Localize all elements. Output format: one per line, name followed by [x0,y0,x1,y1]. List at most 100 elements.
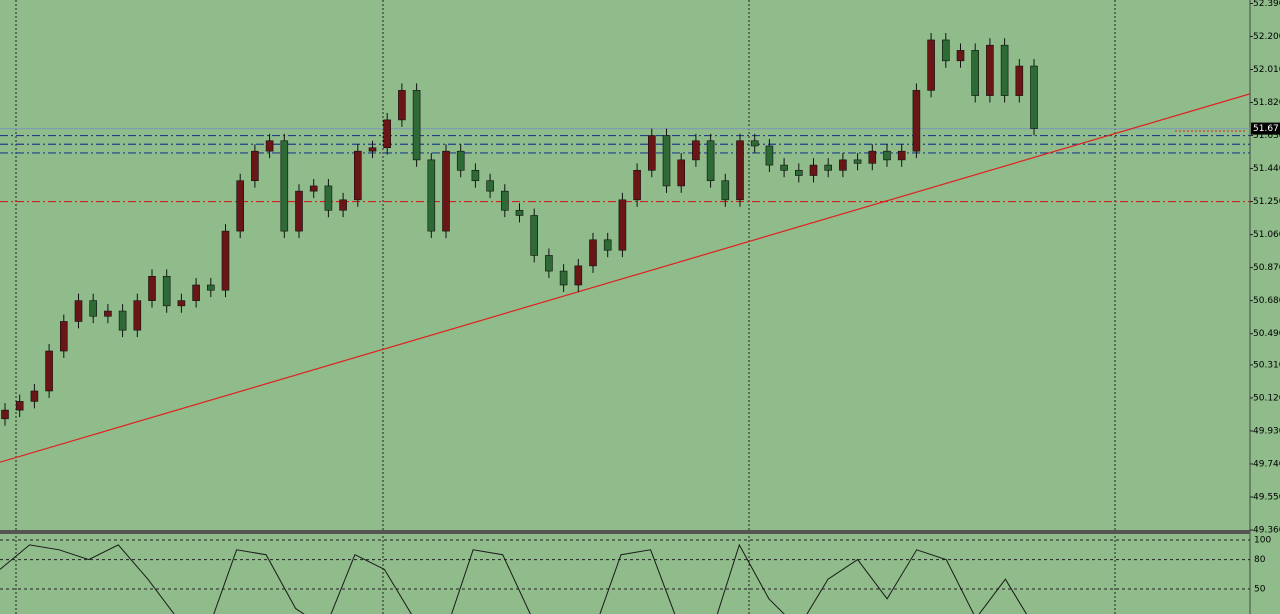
trendline [0,93,1250,463]
y-tick-label: 49.360 [1253,526,1280,536]
y-tick-label: 50.310 [1253,360,1280,370]
candle-body [545,255,553,272]
candle-body [412,90,421,161]
osc-tick-label: 80 [1254,555,1266,565]
candle-body [927,39,935,91]
candle-body [280,140,289,232]
main-panel [0,33,1250,463]
candle-body [118,310,127,331]
candle-body [956,50,965,62]
candle-body [207,284,215,291]
candle-body [339,199,347,211]
candle-body [442,150,450,232]
candle-body [398,90,406,121]
oscillator-line [0,543,1028,614]
candle-body [74,300,83,322]
candle-body [809,164,818,176]
candle-body [265,140,274,152]
candle-body [353,150,362,201]
candle-body [133,300,142,331]
candle-body [897,150,906,161]
y-tick-label: 49.930 [1253,426,1280,436]
candle-body [148,275,156,301]
candle-body [15,401,24,411]
candle-body [104,310,112,317]
candle-body [721,180,730,201]
candle-body [177,300,186,307]
candle-body [368,147,377,152]
y-tick-label: 51.820 [1253,98,1280,108]
candle-body [986,44,994,96]
candle-body [45,350,53,392]
osc-tick-label: 50 [1254,585,1266,595]
candle-body [59,321,68,352]
candle-body [500,190,509,211]
candle-body [824,164,833,171]
price-box [1251,122,1280,135]
osc-tick-label: 100 [1254,536,1271,546]
y-tick-label: 49.550 [1253,492,1280,502]
candle-body [236,180,244,232]
candle-body [647,135,656,171]
y-tick-label: 52.200 [1253,32,1280,42]
candle-body [692,140,700,161]
candle-body [677,159,686,187]
candle-body [515,209,524,216]
y-tick-label: 49.740 [1253,459,1280,469]
candle-body [30,390,39,402]
candle-body [780,164,788,171]
candle-body [1015,65,1024,96]
candle-body [883,150,891,161]
candle-body [618,199,627,251]
candle-body [221,230,230,291]
candle-body [530,215,539,256]
candle-body [486,180,494,192]
candle-body [309,185,318,192]
y-tick-label: 51.630 [1253,131,1280,141]
y-tick-label: 51.250 [1253,197,1280,207]
candle-body [662,135,671,187]
candle-body [456,150,465,171]
candle-body [192,284,200,301]
candle-body [736,140,744,201]
candle-body [868,150,877,164]
candle-body [427,159,436,232]
candle-body [295,190,303,232]
y-tick-label: 50.870 [1253,263,1280,273]
candle-body [765,145,774,166]
candle-body [559,270,568,286]
candle-body [603,239,612,251]
candle-body [162,275,171,307]
candle-body [589,239,597,267]
candle-body [633,169,641,201]
candle-body [1030,65,1038,129]
y-tick-label: 50.680 [1253,296,1280,306]
candle-body [853,159,862,164]
y-tick-label: 52.010 [1253,65,1280,75]
candle-body [89,300,97,317]
candle-body [471,169,480,182]
candle-body [1000,44,1009,96]
y-tick-label: 51.060 [1253,230,1280,240]
candle-body [794,169,803,176]
y-tick-label: 50.120 [1253,393,1280,403]
y-tick-label: 52.390 [1253,0,1280,9]
candle-body [971,50,980,96]
candle-body [750,140,759,147]
candle-body [574,265,583,286]
candle-body [1,409,9,420]
candle-body [324,185,333,211]
candle-body [912,90,921,152]
candle-body [941,39,950,62]
panel-separator [0,530,1250,534]
y-tick-label: 50.490 [1253,329,1280,339]
candle-body [383,119,392,149]
y-tick-label: 51.440 [1253,164,1280,174]
candle-body [706,140,715,182]
current-price: 51.67 [1253,124,1279,134]
candle-body [251,150,259,182]
candle-body [839,159,847,171]
